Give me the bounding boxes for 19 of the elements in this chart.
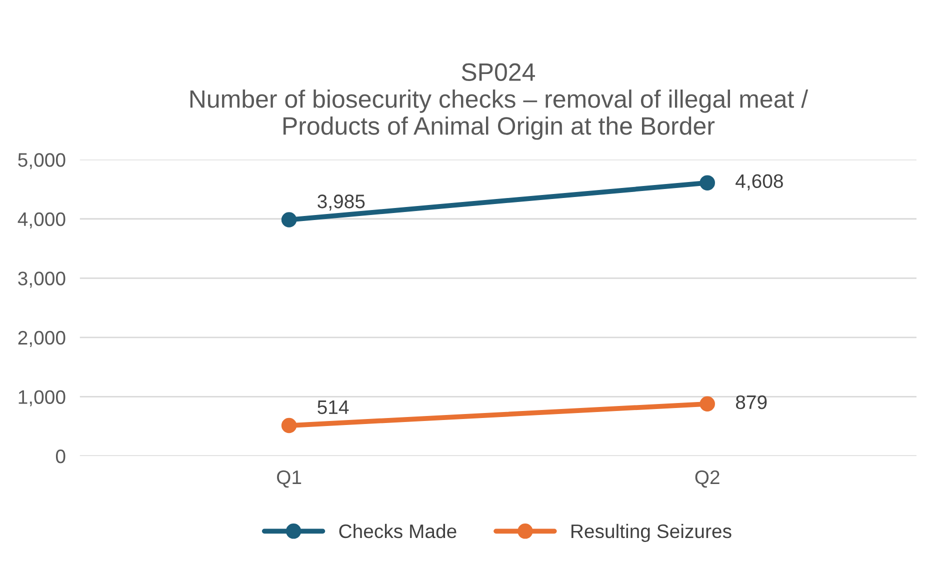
chart-title: SP024 Number of biosecurity checks – removal of illegal meat / Products of Animal Origin at the Border <box>190 63 808 140</box>
y-tick-label: 2,000 <box>18 330 66 347</box>
y-tick-label: 1,000 <box>18 390 66 406</box>
y-tick-label: 0 <box>56 449 66 464</box>
y-tick-label: 4,000 <box>18 212 66 228</box>
data-label: 3,985 <box>318 194 365 211</box>
x-tick-label: Q2 <box>695 470 720 488</box>
legend-label: Checks Made <box>339 524 456 538</box>
y-tick-label: 3,000 <box>18 272 66 288</box>
data-label: 4,608 <box>736 174 783 190</box>
point <box>700 396 715 412</box>
data-label: 879 <box>736 395 767 410</box>
legend-label: Resulting Seizures <box>572 524 732 542</box>
data-label: 514 <box>318 400 349 414</box>
point <box>700 175 715 190</box>
x-tick-label: Q1 <box>277 470 302 488</box>
y-tick-label: 5,000 <box>18 153 66 170</box>
point <box>281 418 297 434</box>
point <box>281 212 297 228</box>
